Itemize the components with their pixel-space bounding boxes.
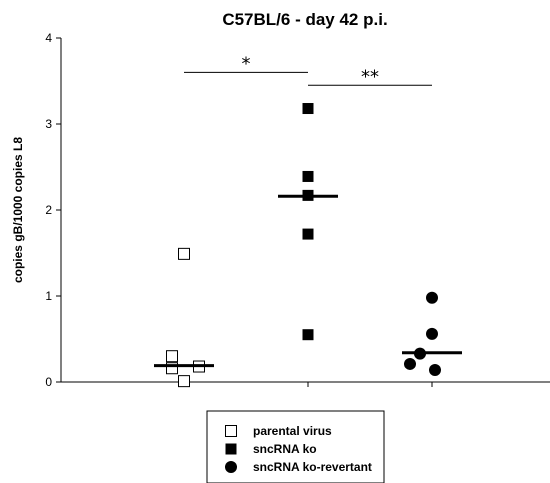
y-axis-label: copies gB/1000 copies L8 <box>11 137 25 283</box>
x-ticks <box>183 382 433 387</box>
data-point <box>426 327 438 340</box>
median-lines <box>154 194 462 368</box>
y-tick-label: 1 <box>45 289 52 303</box>
legend-label: sncRNA ko <box>253 442 317 456</box>
legend: parental virus sncRNA ko sncRNA ko-reverta… <box>206 410 385 483</box>
significance-annotations: *** <box>184 53 432 87</box>
y-tick-label: 0 <box>45 375 52 389</box>
data-point <box>302 170 314 182</box>
data-point <box>178 375 190 388</box>
data-points <box>166 103 441 388</box>
significance-label: * <box>242 53 251 74</box>
legend-marker <box>225 425 237 437</box>
y-tick-label: 4 <box>45 31 52 45</box>
data-point <box>302 329 314 341</box>
chart-title: C57BL/6 - day 42 p.i. <box>222 10 387 29</box>
y-tick-label: 2 <box>45 203 52 217</box>
data-point <box>404 357 416 370</box>
data-point <box>426 291 438 304</box>
data-point <box>166 350 178 363</box>
legend-marker <box>225 461 237 473</box>
y-tick-label: 3 <box>45 117 52 131</box>
data-point <box>429 363 441 376</box>
data-point <box>302 103 314 115</box>
legend-label: sncRNA ko-revertant <box>253 460 372 474</box>
legend-label: parental virus <box>253 424 332 438</box>
legend-marker <box>225 443 237 455</box>
data-point <box>178 247 190 260</box>
data-point <box>302 228 314 240</box>
significance-label: ** <box>361 66 379 87</box>
data-point <box>166 362 178 375</box>
y-ticks: 0 1 2 3 4 <box>45 31 61 389</box>
